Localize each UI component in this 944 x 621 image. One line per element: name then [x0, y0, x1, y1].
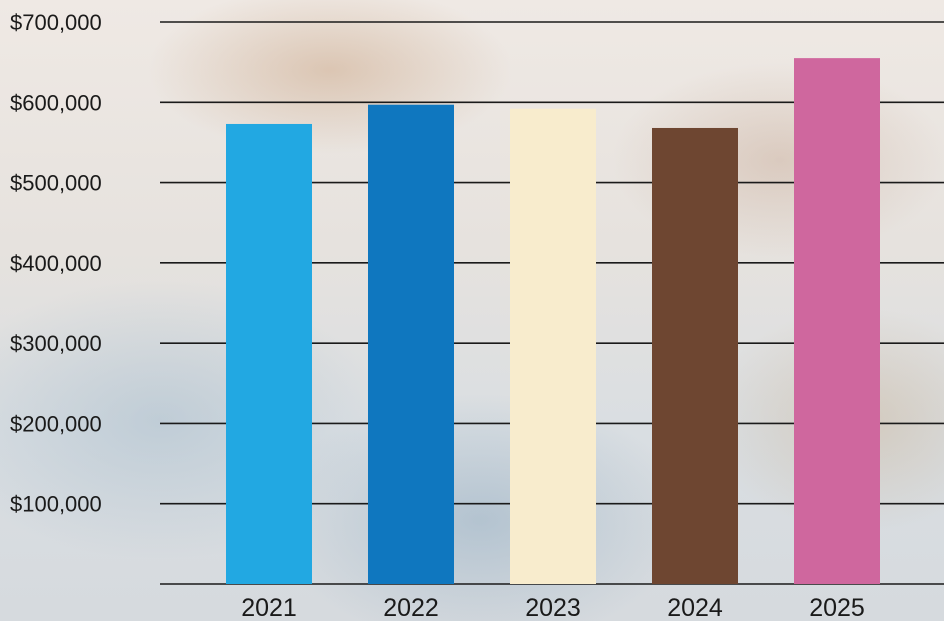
y-tick-label: $600,000	[10, 90, 102, 115]
y-tick-label: $500,000	[10, 171, 102, 196]
bars	[226, 58, 880, 585]
y-tick-label: $100,000	[10, 492, 102, 517]
x-category-label: 2025	[809, 594, 865, 621]
y-tick-label: $300,000	[10, 331, 102, 356]
bar-2022	[368, 104, 454, 585]
x-category-label: 2024	[667, 594, 723, 621]
bar-2024	[652, 127, 738, 584]
y-tick-label: $200,000	[10, 411, 102, 436]
y-axis-ticks: $100,000 $200,000 $300,000 $400,000 $500,000…	[10, 10, 102, 517]
x-category-label: 2021	[241, 594, 297, 621]
x-category-label: 2022	[383, 594, 439, 621]
bar-2025	[794, 58, 880, 585]
bar-2021	[226, 123, 312, 584]
x-axis-categories: 2021 2022 2023 2024 2025	[241, 594, 865, 621]
bar-2023	[510, 108, 596, 585]
x-category-label: 2023	[525, 594, 581, 621]
y-tick-label: $400,000	[10, 251, 102, 276]
y-tick-label: $700,000	[10, 10, 102, 35]
